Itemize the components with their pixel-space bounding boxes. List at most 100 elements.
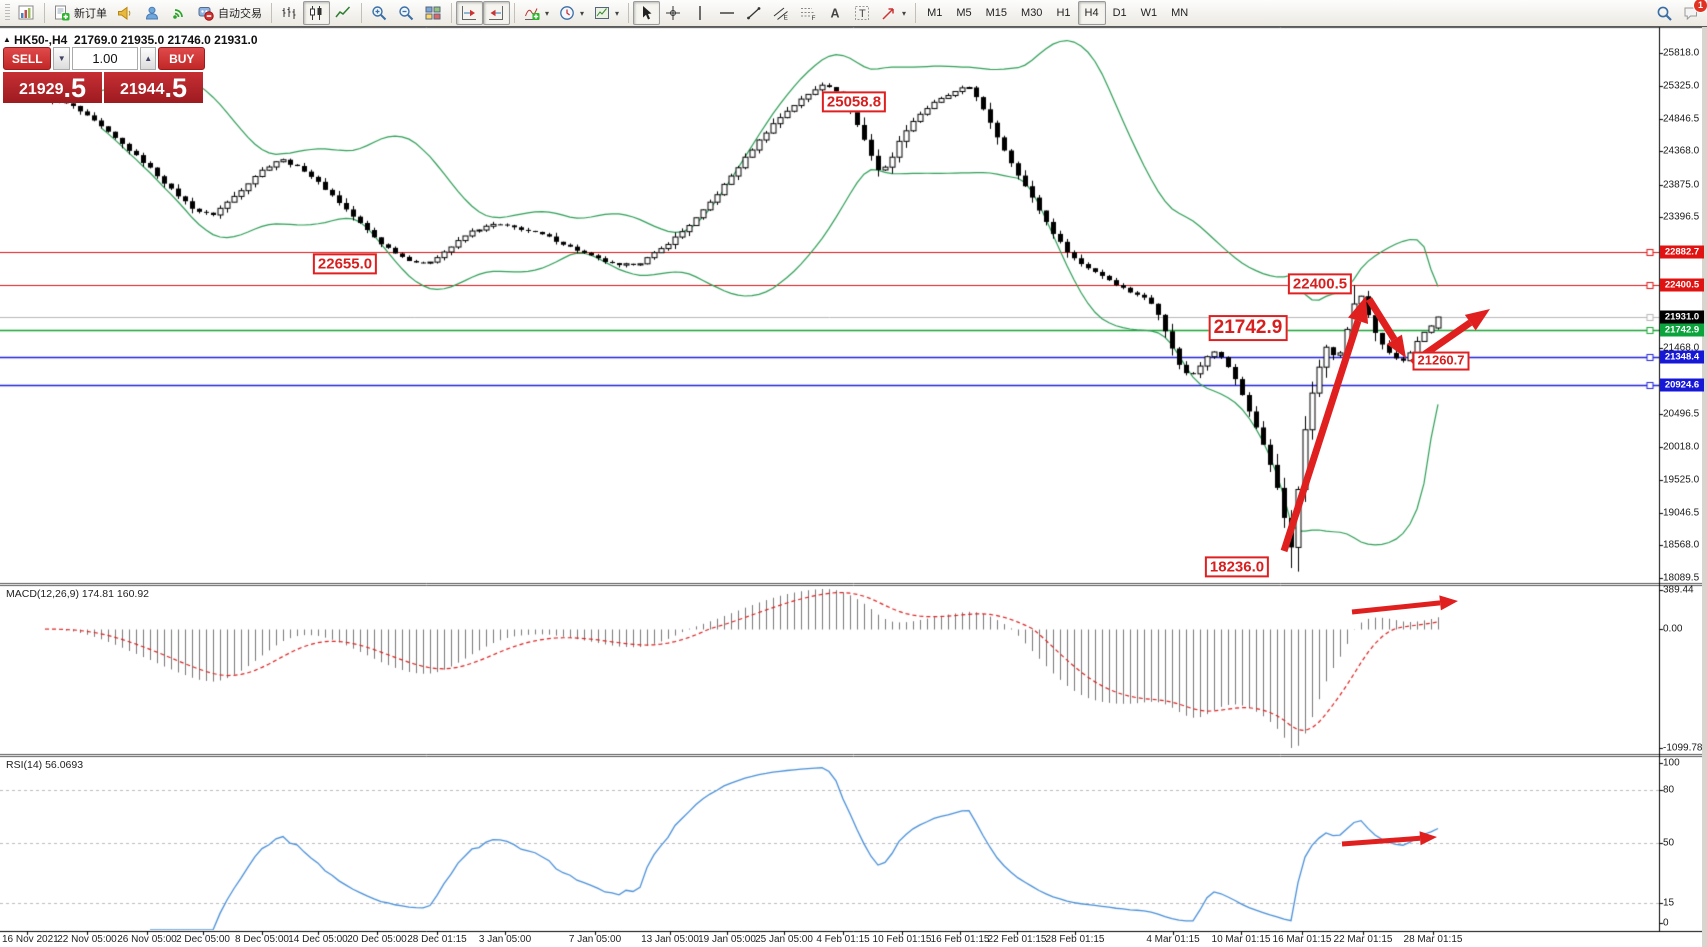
chevron-down-icon: ▾ bbox=[615, 8, 620, 18]
crosshair-icon bbox=[665, 5, 682, 21]
timeframe-d1-button[interactable]: D1 bbox=[1112, 7, 1127, 19]
text-label-button[interactable]: T bbox=[849, 1, 876, 25]
price-annotation[interactable]: 22400.5 bbox=[1287, 273, 1353, 295]
svg-text:E: E bbox=[784, 15, 789, 22]
time-tick-label: 25 Jan 05:00 bbox=[755, 934, 813, 945]
price-tick-label: 23875.0 bbox=[1663, 179, 1700, 191]
auto-scroll-icon bbox=[461, 5, 478, 21]
sell-button[interactable]: SELL bbox=[3, 47, 52, 70]
zoom-in-button[interactable] bbox=[366, 1, 393, 25]
timeframe-m1-button[interactable]: M1 bbox=[927, 7, 943, 19]
arrows-icon bbox=[881, 5, 898, 21]
macd-tick-label: 0.00 bbox=[1663, 623, 1683, 635]
toolbar-separator bbox=[514, 3, 515, 23]
fibonacci-button[interactable]: F bbox=[795, 1, 822, 25]
time-tick-label: 7 Jan 05:00 bbox=[568, 934, 622, 945]
price-annotation[interactable]: 25058.8 bbox=[821, 91, 887, 113]
toolbar-grip[interactable] bbox=[5, 4, 10, 22]
cursor-button[interactable] bbox=[633, 1, 661, 25]
chevron-down-icon: ▾ bbox=[580, 8, 585, 18]
price-annotation[interactable]: 21260.7 bbox=[1412, 351, 1470, 371]
rsi-tick-label: 0 bbox=[1663, 917, 1669, 929]
time-tick-label: 3 Jan 05:00 bbox=[478, 934, 532, 945]
chart-shift-button[interactable] bbox=[483, 1, 510, 25]
auto-scroll-button[interactable] bbox=[456, 1, 483, 25]
bar-chart-button[interactable] bbox=[276, 1, 303, 25]
toolbar-separator bbox=[44, 3, 45, 23]
price-level-badge: 22882.7 bbox=[1660, 245, 1704, 259]
time-tick-label: 16 Mar 01:15 bbox=[1272, 934, 1332, 945]
bar-chart-icon bbox=[281, 5, 298, 21]
indicators-button[interactable]: ▾ bbox=[519, 1, 554, 25]
price-tick-label: 25818.0 bbox=[1663, 47, 1700, 59]
one-click-trading-panel: SELL ▼ 1.00 ▲ BUY 21929 .5 21944 .5 bbox=[3, 47, 206, 103]
price-level-badge: 22400.5 bbox=[1660, 278, 1704, 292]
price-annotation[interactable]: 18236.0 bbox=[1204, 556, 1270, 578]
timeframe-m5-button[interactable]: M5 bbox=[956, 7, 972, 19]
channel-button[interactable]: E bbox=[768, 1, 795, 25]
volume-increase-button[interactable]: ▲ bbox=[139, 47, 157, 70]
macd-tick-label: 389.44 bbox=[1663, 584, 1694, 596]
notification-badge: 1 bbox=[1693, 0, 1707, 13]
time-tick-label: 19 Jan 05:00 bbox=[698, 934, 756, 945]
cursor-icon bbox=[638, 5, 655, 21]
price-tick-label: 24846.5 bbox=[1663, 113, 1700, 125]
timeframe-mn-button[interactable]: MN bbox=[1171, 7, 1189, 19]
signals-button[interactable] bbox=[166, 1, 193, 25]
buy-price-display[interactable]: 21944 .5 bbox=[104, 72, 203, 103]
price-tick-label: 20018.0 bbox=[1663, 441, 1700, 453]
price-annotation[interactable]: 21742.9 bbox=[1208, 315, 1288, 341]
buy-button[interactable]: BUY bbox=[158, 47, 206, 70]
vertical-line-button[interactable] bbox=[687, 1, 714, 25]
tile-windows-button[interactable] bbox=[420, 1, 447, 25]
time-tick-label: 2 Dec 05:00 bbox=[176, 934, 230, 945]
chart-shift-icon bbox=[488, 5, 505, 21]
alerts-horn-button[interactable] bbox=[112, 1, 139, 25]
price-annotation[interactable]: 22655.0 bbox=[312, 253, 378, 275]
templates-button[interactable]: ▾ bbox=[589, 1, 624, 25]
time-tick-label: 16 Nov 2021 bbox=[2, 934, 59, 945]
sell-price-main: 21929 bbox=[18, 81, 64, 98]
volume-input[interactable]: 1.00 bbox=[72, 47, 138, 70]
zoom-out-button[interactable] bbox=[393, 1, 420, 25]
notifications-button[interactable]: 1 bbox=[1678, 0, 1707, 25]
toolbar-separator bbox=[915, 3, 917, 23]
buy-price-main: 21944 bbox=[119, 81, 165, 98]
timeframe-w1-button[interactable]: W1 bbox=[1140, 7, 1158, 19]
svg-text:A: A bbox=[831, 7, 840, 21]
timeframe-h1-button[interactable]: H1 bbox=[1056, 7, 1071, 19]
crosshair-button[interactable] bbox=[660, 1, 687, 25]
rsi-tick-label: 100 bbox=[1663, 757, 1680, 769]
fibonacci-icon: F bbox=[800, 5, 817, 22]
horizontal-line-button[interactable] bbox=[714, 1, 741, 25]
candlestick-chart-button[interactable] bbox=[303, 1, 330, 25]
time-tick-label: 16 Feb 01:15 bbox=[930, 934, 990, 945]
sell-price-display[interactable]: 21929 .5 bbox=[3, 72, 102, 103]
timeframe-m15-button[interactable]: M15 bbox=[985, 7, 1008, 19]
toolbar-separator bbox=[361, 3, 362, 23]
timeframe-m30-button[interactable]: M30 bbox=[1021, 7, 1043, 19]
periods-button[interactable]: ▾ bbox=[554, 1, 589, 25]
time-tick-label: 8 Dec 05:00 bbox=[235, 934, 289, 945]
community-button[interactable] bbox=[139, 1, 166, 25]
toolbar-separator bbox=[451, 3, 452, 23]
collapse-panel-icon[interactable]: ▲ bbox=[3, 35, 11, 44]
new-order-button[interactable]: 新订单 bbox=[49, 1, 112, 25]
new-chart-button[interactable] bbox=[13, 1, 40, 25]
text-button[interactable]: A bbox=[822, 1, 849, 25]
time-tick-label: 28 Mar 01:15 bbox=[1403, 934, 1463, 945]
autotrading-button[interactable]: 自动交易 bbox=[193, 1, 267, 25]
volume-decrease-button[interactable]: ▼ bbox=[53, 47, 71, 70]
trendline-button[interactable] bbox=[741, 1, 768, 25]
timeframe-h4-button[interactable]: H4 bbox=[1077, 1, 1106, 25]
price-tick-label: 21468.0 bbox=[1663, 342, 1700, 354]
chevron-down-icon: ▾ bbox=[902, 8, 907, 18]
line-chart-button[interactable] bbox=[330, 1, 357, 25]
search-icon bbox=[1656, 5, 1673, 21]
arrows-button[interactable]: ▾ bbox=[876, 1, 911, 25]
time-tick-label: 20 Dec 05:00 bbox=[347, 934, 407, 945]
autotrading-icon bbox=[198, 5, 215, 21]
time-tick-label: 4 Mar 01:15 bbox=[1146, 934, 1200, 945]
search-button[interactable] bbox=[1651, 1, 1678, 25]
